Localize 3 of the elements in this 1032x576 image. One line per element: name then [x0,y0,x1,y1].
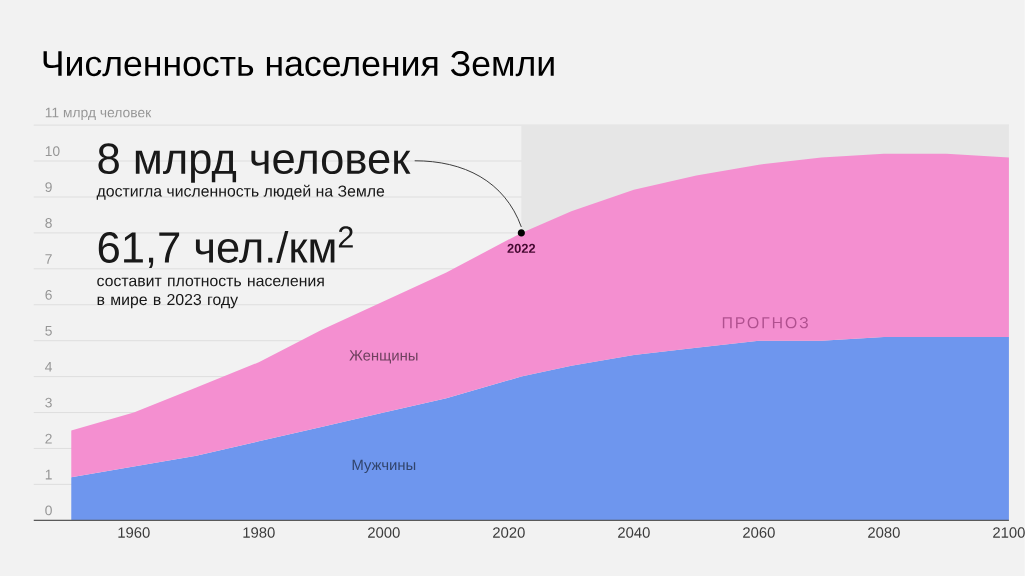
annotation: 61,7 чел./км$^{2}$ [98,226,353,269]
chart-title: Численность населения Земли [43,50,554,77]
annotation: 8 млрд человек [98,143,411,183]
